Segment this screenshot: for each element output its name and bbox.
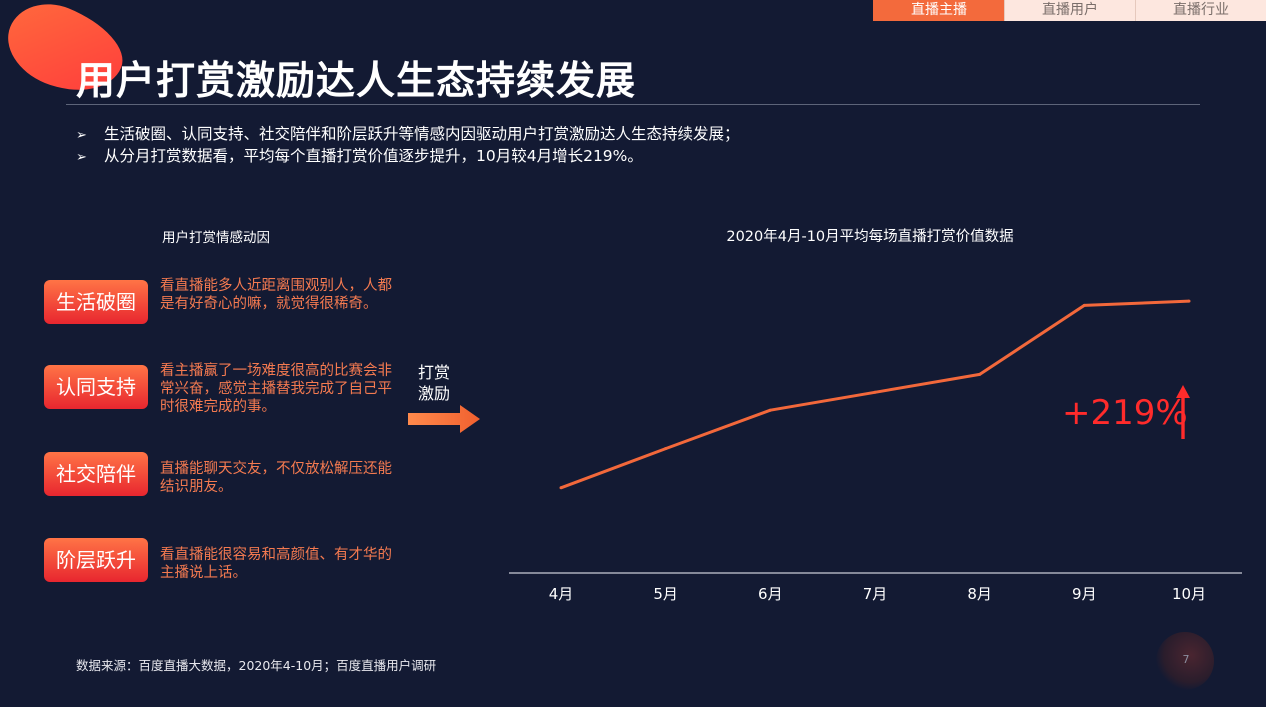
x-tick-label: 10月 <box>1172 585 1206 603</box>
top-nav: 直播主播 直播用户 直播行业 <box>873 0 1266 21</box>
data-source: 数据来源：百度直播大数据，2020年4-10月；百度直播用户调研 <box>76 658 437 673</box>
line-chart: 2020年4月-10月平均每场直播打赏价值数据 4月 5月 6月 7月 8月 9月 10月 <box>509 228 1242 603</box>
bullet-text: 生活破圈、认同支持、社交陪伴和阶层跃升等情感内因驱动用户打赏激励达人生态持续发展… <box>104 125 740 143</box>
motive-description: 直播能聊天交友，不仅放松解压还能结识朋友。 <box>160 461 392 495</box>
data-point <box>978 372 982 376</box>
data-point <box>873 390 877 394</box>
tab-live-users[interactable]: 直播用户 <box>1004 0 1135 21</box>
motive-badge: 认同支持 <box>44 365 148 409</box>
bullet-arrow-icon: ➢ <box>76 128 87 143</box>
motive-badge: 阶层跃升 <box>44 538 148 582</box>
x-tick-label: 9月 <box>1072 585 1097 603</box>
incentive-line: 打赏 <box>418 363 451 382</box>
data-point <box>664 447 668 451</box>
motive-badge: 社交陪伴 <box>44 452 148 496</box>
bullet-text: 从分月打赏数据看，平均每个直播打赏价值逐步提升，10月较4月增长219%。 <box>104 147 643 165</box>
incentive-label: 打赏 激励 <box>418 362 450 404</box>
motive-description: 看直播能很容易和高颜值、有才华的主播说上话。 <box>160 547 392 581</box>
motive-description: 看直播能多人近距离围观别人，人都是有好奇心的嘛，就觉得很稀奇。 <box>160 278 392 312</box>
right-arrow-icon <box>408 405 480 433</box>
summary-bullet: ➢ 生活破圈、认同支持、社交陪伴和阶层跃升等情感内因驱动用户打赏激励达人生态持续发… <box>76 124 740 146</box>
arrow-up-icon <box>1176 385 1190 439</box>
x-tick-label: 6月 <box>758 585 783 603</box>
x-tick-label: 4月 <box>549 585 574 603</box>
growth-label: +219% <box>1062 393 1188 433</box>
motives-title: 用户打赏情感动因 <box>162 230 270 246</box>
incentive-line: 激励 <box>418 384 451 403</box>
motive-badge: 生活破圈 <box>44 280 148 324</box>
motive-description: 看主播赢了一场难度很高的比赛会非常兴奋，感觉主播替我完成了自己平时很难完成的事。 <box>160 363 392 415</box>
title-divider <box>66 104 1200 105</box>
data-point <box>559 486 563 490</box>
data-point <box>1187 299 1191 303</box>
x-tick-label: 7月 <box>863 585 888 603</box>
summary-bullet: ➢ 从分月打赏数据看，平均每个直播打赏价值逐步提升，10月较4月增长219%。 <box>76 146 740 168</box>
x-tick-label: 5月 <box>653 585 678 603</box>
data-point <box>1082 303 1086 307</box>
tab-live-industry[interactable]: 直播行业 <box>1135 0 1266 21</box>
summary-bullets: ➢ 生活破圈、认同支持、社交陪伴和阶层跃升等情感内因驱动用户打赏激励达人生态持续发… <box>76 124 740 168</box>
data-point <box>768 408 772 412</box>
tab-live-anchor[interactable]: 直播主播 <box>873 0 1004 21</box>
chart-title: 2020年4月-10月平均每场直播打赏价值数据 <box>726 228 1013 245</box>
bullet-arrow-icon: ➢ <box>76 150 87 165</box>
x-tick-label: 8月 <box>967 585 992 603</box>
page-number-decor <box>1156 632 1214 690</box>
page-title: 用户打赏激励达人生态持续发展 <box>76 59 637 104</box>
page-number: 7 <box>1182 653 1190 666</box>
